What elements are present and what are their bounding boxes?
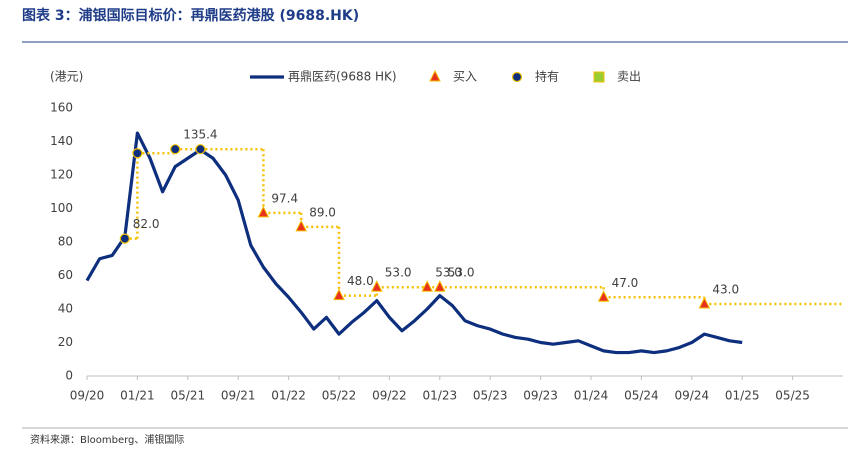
x-tick-label: 05/22 bbox=[322, 389, 357, 403]
signal-marker bbox=[333, 288, 345, 301]
y-tick-label: 40 bbox=[58, 302, 73, 316]
signal-marker bbox=[132, 148, 143, 159]
data-label: 82.0 bbox=[133, 217, 160, 231]
signal-marker bbox=[421, 280, 434, 292]
x-tick-label: 01/24 bbox=[574, 389, 609, 403]
signal-marker bbox=[195, 144, 206, 155]
price-line bbox=[85, 131, 743, 355]
signal-marker bbox=[433, 280, 446, 292]
data-label: 89.0 bbox=[309, 205, 336, 219]
x-tick-label: 05/25 bbox=[775, 389, 810, 403]
y-tick-label: 120 bbox=[50, 168, 73, 182]
data-label: 53.0 bbox=[435, 266, 462, 280]
data-label: 97.4 bbox=[271, 191, 298, 205]
x-tick-label: 05/21 bbox=[171, 389, 206, 403]
data-label: 53.0 bbox=[448, 266, 475, 280]
data-label: 47.0 bbox=[612, 276, 639, 290]
x-tick-label: 01/21 bbox=[120, 389, 155, 403]
x-tick-label: 01/25 bbox=[725, 389, 760, 403]
signal-marker bbox=[119, 233, 130, 244]
y-tick-label: 60 bbox=[58, 268, 73, 282]
legend-label: 持有 bbox=[535, 69, 559, 84]
data-label: 48.0 bbox=[347, 274, 374, 288]
data-label: 53.0 bbox=[385, 266, 412, 280]
x-tick-label: 01/23 bbox=[423, 389, 458, 403]
chart-title: 图表 3：浦银国际目标价：再鼎医药港股 (9688.HK) bbox=[22, 7, 359, 24]
signal-marker bbox=[170, 144, 181, 155]
y-tick-label: 140 bbox=[50, 134, 73, 148]
y-tick-label: 100 bbox=[50, 201, 73, 215]
x-tick-label: 05/23 bbox=[473, 389, 508, 403]
x-tick-label: 09/24 bbox=[675, 389, 710, 403]
legend-swatch bbox=[429, 69, 441, 82]
y-tick-label: 20 bbox=[58, 335, 73, 349]
x-tick-label: 05/24 bbox=[624, 389, 659, 403]
y-tick-label: 160 bbox=[50, 101, 73, 115]
x-tick-label: 09/23 bbox=[523, 389, 558, 403]
y-axis-label: (港元) bbox=[50, 70, 83, 84]
data-label: 43.0 bbox=[712, 282, 739, 296]
x-tick-label: 09/20 bbox=[70, 389, 105, 403]
legend-label: 卖出 bbox=[617, 70, 641, 84]
source: 资料来源：Bloomberg、浦银国际 bbox=[30, 433, 184, 446]
y-tick-label: 0 bbox=[65, 369, 73, 383]
legend-label: 买入 bbox=[453, 70, 477, 84]
x-tick-label: 09/22 bbox=[372, 389, 407, 403]
signal-marker bbox=[370, 280, 383, 292]
legend-swatch bbox=[593, 71, 605, 83]
x-tick-label: 01/22 bbox=[271, 389, 306, 403]
signal-marker bbox=[257, 205, 270, 218]
y-tick-label: 80 bbox=[58, 235, 73, 249]
x-tick-label: 09/21 bbox=[221, 389, 256, 403]
legend-swatch bbox=[511, 71, 523, 83]
data-label: 135.4 bbox=[183, 128, 217, 142]
signal-marker bbox=[597, 290, 610, 302]
signal-marker bbox=[698, 296, 711, 309]
legend-label: 再鼎医药(9688 HK) bbox=[288, 70, 397, 84]
signal-marker bbox=[295, 219, 308, 232]
